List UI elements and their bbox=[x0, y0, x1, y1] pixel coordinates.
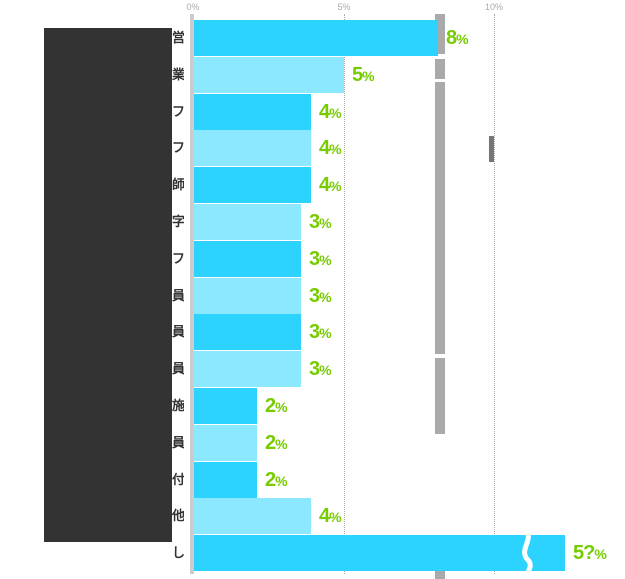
value-number: 5 bbox=[352, 64, 363, 86]
category-label: 員 bbox=[172, 361, 184, 376]
bar bbox=[194, 130, 311, 166]
value-number: 4 bbox=[319, 137, 330, 159]
value-label: 4% bbox=[319, 130, 342, 166]
value-label: 2% bbox=[265, 425, 288, 461]
value-label: 3% bbox=[309, 278, 332, 314]
value-percent-sign: % bbox=[319, 215, 331, 231]
bar bbox=[194, 57, 344, 93]
value-number: 2 bbox=[265, 395, 276, 417]
bar bbox=[194, 94, 311, 130]
gridline-5 bbox=[344, 14, 345, 574]
category-label: 営 bbox=[172, 30, 184, 45]
category-label: 員 bbox=[172, 324, 184, 339]
value-percent-sign: % bbox=[275, 473, 287, 489]
value-label: 5?% bbox=[573, 535, 607, 571]
value-percent-sign: % bbox=[319, 252, 331, 268]
category-label: フ bbox=[172, 251, 184, 266]
label-mask bbox=[44, 28, 172, 542]
bar bbox=[194, 351, 301, 387]
category-label: 員 bbox=[172, 288, 184, 303]
value-label: 4% bbox=[319, 498, 342, 534]
value-label: 3% bbox=[309, 241, 332, 277]
value-percent-sign: % bbox=[319, 325, 331, 341]
value-number: 3 bbox=[309, 248, 320, 270]
bar bbox=[194, 278, 301, 314]
bar bbox=[194, 167, 311, 203]
value-number: 5? bbox=[573, 542, 595, 564]
value-label: 4% bbox=[319, 167, 342, 203]
category-label: フ bbox=[172, 104, 184, 119]
value-percent-sign: % bbox=[594, 546, 606, 562]
bar bbox=[194, 388, 257, 424]
value-percent-sign: % bbox=[329, 141, 341, 157]
value-percent-sign: % bbox=[329, 105, 341, 121]
bar bbox=[194, 425, 257, 461]
axis-break-icon bbox=[522, 530, 533, 576]
category-label: 員 bbox=[172, 435, 184, 450]
value-percent-sign: % bbox=[319, 362, 331, 378]
bar bbox=[194, 241, 301, 277]
value-percent-sign: % bbox=[329, 178, 341, 194]
y-axis-baseline bbox=[190, 14, 194, 574]
value-number: 2 bbox=[265, 469, 276, 491]
x-tick-0: 0% bbox=[186, 2, 200, 12]
overlay-band bbox=[435, 358, 445, 434]
overlay-band bbox=[435, 82, 445, 354]
value-percent-sign: % bbox=[275, 436, 287, 452]
x-tick-5: 5% bbox=[337, 2, 351, 12]
overlay-band bbox=[435, 568, 445, 579]
value-number: 3 bbox=[309, 211, 320, 233]
value-label: 3% bbox=[309, 351, 332, 387]
value-label: 8% bbox=[446, 20, 469, 56]
overlay-band bbox=[435, 59, 445, 79]
gridline-10 bbox=[494, 14, 495, 574]
value-number: 4 bbox=[319, 101, 330, 123]
value-label: 4% bbox=[319, 94, 342, 130]
value-label: 2% bbox=[265, 388, 288, 424]
value-number: 3 bbox=[309, 358, 320, 380]
value-number: 4 bbox=[319, 174, 330, 196]
bar bbox=[194, 535, 565, 571]
value-number: 8 bbox=[446, 27, 457, 49]
bar bbox=[194, 20, 438, 56]
bar bbox=[194, 462, 257, 498]
value-number: 3 bbox=[309, 285, 320, 307]
value-label: 2% bbox=[265, 462, 288, 498]
category-label: し bbox=[172, 545, 184, 560]
category-label: 字 bbox=[172, 214, 184, 229]
overlay-tick bbox=[489, 136, 494, 162]
bar bbox=[194, 314, 301, 350]
category-label: 他 bbox=[172, 508, 184, 523]
value-label: 5% bbox=[352, 57, 375, 93]
value-number: 4 bbox=[319, 505, 330, 527]
category-label: 施 bbox=[172, 398, 184, 413]
category-label: 師 bbox=[172, 177, 184, 192]
category-label: フ bbox=[172, 140, 184, 155]
value-percent-sign: % bbox=[275, 399, 287, 415]
category-label: 業 bbox=[172, 67, 184, 82]
value-percent-sign: % bbox=[319, 289, 331, 305]
overlay-band bbox=[435, 14, 445, 54]
value-label: 3% bbox=[309, 204, 332, 240]
value-number: 2 bbox=[265, 432, 276, 454]
value-percent-sign: % bbox=[362, 68, 374, 84]
value-label: 3% bbox=[309, 314, 332, 350]
bar bbox=[194, 204, 301, 240]
value-number: 3 bbox=[309, 321, 320, 343]
category-label: 付 bbox=[172, 472, 184, 487]
value-percent-sign: % bbox=[329, 509, 341, 525]
x-tick-10: 10% bbox=[484, 2, 504, 12]
value-percent-sign: % bbox=[456, 31, 468, 47]
bar bbox=[194, 498, 311, 534]
